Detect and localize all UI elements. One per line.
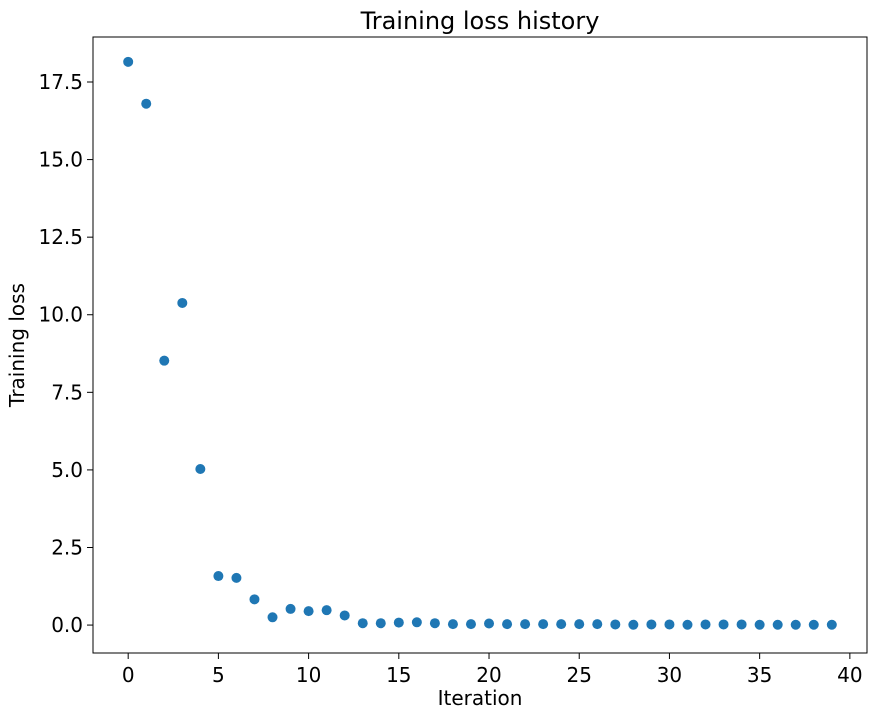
data-point — [628, 619, 639, 630]
data-point — [285, 603, 296, 614]
data-point — [249, 594, 260, 605]
data-point — [484, 618, 495, 629]
y-tick-label: 12.5 — [38, 225, 83, 249]
y-tick-label: 7.5 — [51, 380, 83, 404]
data-point — [213, 571, 224, 582]
data-point — [736, 619, 747, 630]
data-point — [375, 618, 386, 629]
data-point — [339, 610, 350, 621]
y-tick-label: 10.0 — [38, 303, 83, 327]
data-point — [772, 619, 783, 630]
data-point — [141, 98, 152, 109]
chart-title: Training loss history — [360, 7, 600, 35]
x-tick-label: 30 — [657, 663, 682, 687]
x-tick-label: 25 — [567, 663, 592, 687]
data-point — [357, 618, 368, 629]
x-axis-label: Iteration — [438, 686, 523, 710]
x-axis-ticks: 0 5 10 15 20 25 30 35 40 — [122, 653, 863, 687]
data-point — [718, 619, 729, 630]
data-point — [592, 619, 603, 630]
data-point — [411, 617, 422, 628]
data-point — [267, 612, 278, 623]
data-point — [556, 619, 567, 630]
scatter-points — [123, 56, 837, 630]
x-tick-label: 35 — [747, 663, 772, 687]
plot-frame — [92, 36, 868, 654]
data-point — [159, 355, 170, 366]
y-tick-label: 0.0 — [51, 613, 83, 637]
data-point — [177, 297, 188, 308]
data-point — [520, 619, 531, 630]
data-point — [502, 619, 513, 630]
data-point — [123, 56, 134, 67]
y-tick-label: 2.5 — [51, 535, 83, 559]
x-tick-label: 20 — [476, 663, 501, 687]
y-tick-label: 17.5 — [38, 70, 83, 94]
data-point — [538, 619, 549, 630]
data-point — [754, 619, 765, 630]
x-tick-label: 10 — [296, 663, 321, 687]
data-point — [231, 572, 242, 583]
x-tick-label: 0 — [122, 663, 135, 687]
data-point — [465, 619, 476, 630]
data-point — [321, 605, 332, 616]
data-point — [826, 619, 837, 630]
data-point — [790, 619, 801, 630]
data-point — [808, 619, 819, 630]
data-point — [447, 619, 458, 630]
data-point — [646, 619, 657, 630]
data-point — [574, 619, 585, 630]
data-point — [682, 619, 693, 630]
data-point — [195, 463, 206, 474]
x-tick-label: 5 — [212, 663, 225, 687]
y-tick-label: 5.0 — [51, 458, 83, 482]
x-tick-label: 15 — [386, 663, 411, 687]
data-point — [429, 618, 440, 629]
data-point — [393, 617, 404, 628]
x-tick-label: 40 — [837, 663, 862, 687]
data-point — [610, 619, 621, 630]
y-axis-label: Training loss — [5, 283, 29, 408]
data-point — [664, 619, 675, 630]
data-point — [700, 619, 711, 630]
y-tick-label: 15.0 — [38, 148, 83, 172]
y-axis-ticks: 0.0 2.5 5.0 7.5 10.0 12.5 15.0 17.5 — [38, 70, 93, 637]
data-point — [303, 606, 314, 617]
